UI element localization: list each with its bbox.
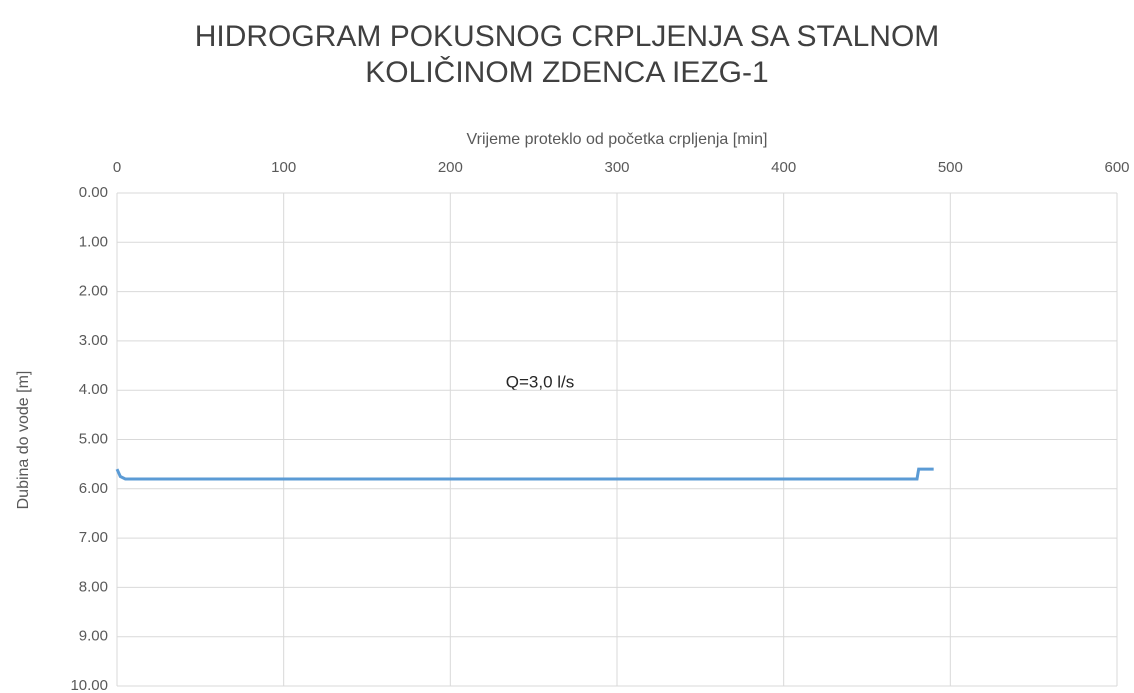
x-tick-label: 0 xyxy=(113,159,121,176)
x-axis-label: Vrijeme proteklo od početka crpljenja [m… xyxy=(467,131,768,148)
y-tick-label: 4.00 xyxy=(79,381,108,398)
x-tick-label: 500 xyxy=(938,159,963,176)
y-tick-label: 3.00 xyxy=(79,332,108,349)
data-line xyxy=(115,467,934,481)
y-tick-label: 5.00 xyxy=(79,430,108,447)
y-tick-label: 1.00 xyxy=(79,233,108,250)
x-tick-label: 300 xyxy=(604,159,629,176)
x-tick-label: 600 xyxy=(1104,159,1129,176)
y-tick-label: 2.00 xyxy=(79,283,108,300)
annotation: Q=3,0 l/s xyxy=(506,372,575,391)
y-axis-label: Dubina do vode [m] xyxy=(15,371,32,510)
y-tick-label: 10.00 xyxy=(70,677,108,693)
y-tick-label: 7.00 xyxy=(79,529,108,546)
x-tick-label: 100 xyxy=(271,159,296,176)
chart-title: KOLIČINOM ZDENCA IEZG-1 xyxy=(365,55,768,89)
x-tick-label: 400 xyxy=(771,159,796,176)
y-tick-label: 0.00 xyxy=(79,184,108,201)
y-tick-label: 6.00 xyxy=(79,480,108,497)
chart-title: HIDROGRAM POKUSNOG CRPLJENJA SA STALNOM xyxy=(195,20,940,53)
y-tick-label: 9.00 xyxy=(79,628,108,645)
x-tick-label: 200 xyxy=(438,159,463,176)
y-tick-label: 8.00 xyxy=(79,578,108,595)
